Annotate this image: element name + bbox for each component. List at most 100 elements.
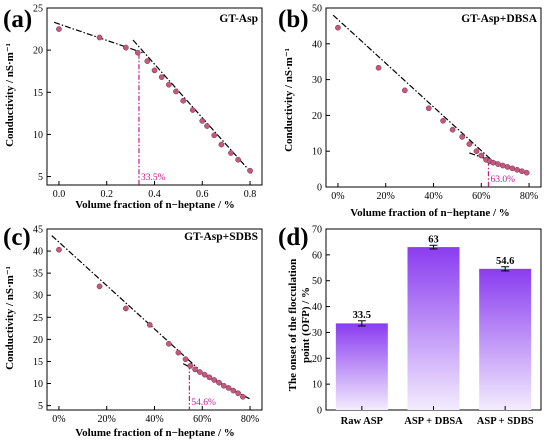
y-tick-label: 35 bbox=[33, 269, 43, 280]
data-point bbox=[440, 117, 446, 124]
y-tick-label: 10 bbox=[312, 147, 322, 158]
panel-c-title: GT-Asp+SDBS bbox=[184, 231, 258, 243]
y-tick-label: 45 bbox=[33, 225, 43, 236]
panel-b: (b) GT-Asp+DBSA Volume fraction of n−hep… bbox=[278, 4, 542, 219]
panel-b-xlabel: Volume fraction of n−heptane / % bbox=[350, 207, 510, 219]
x-tick-label: 0.6 bbox=[196, 189, 209, 200]
data-point bbox=[175, 349, 182, 356]
panel-c-ylabel: Conductivity / nS·m⁻¹ bbox=[4, 266, 16, 370]
x-tick-label: 80% bbox=[520, 191, 538, 202]
data-point bbox=[96, 283, 103, 290]
panel-d-plot: 0 10 20 30 40 50 60 70 33.5 Raw ASP 63 ASP + DBSA 54… bbox=[312, 225, 542, 427]
panel-a-xlabel: Volume fraction of n−heptane / % bbox=[75, 199, 235, 211]
data-point bbox=[509, 165, 516, 172]
panel-d-letter: (d) bbox=[278, 224, 309, 251]
fit-line bbox=[51, 235, 198, 369]
panel-b-ylabel: Conductivity / nS·m⁻¹ bbox=[283, 48, 295, 152]
data-point bbox=[211, 377, 218, 383]
y-tick-label: 20 bbox=[312, 354, 322, 365]
panel-b-letter: (b) bbox=[278, 6, 309, 33]
y-tick-label: 0 bbox=[317, 406, 322, 417]
panel-a-letter: (a) bbox=[3, 6, 32, 33]
data-point bbox=[211, 132, 218, 139]
data-point bbox=[206, 374, 213, 381]
data-point bbox=[187, 363, 194, 369]
data-point bbox=[240, 393, 246, 400]
data-point bbox=[449, 126, 456, 133]
data-point bbox=[122, 44, 129, 51]
data-point bbox=[504, 164, 511, 170]
data-point bbox=[134, 49, 141, 56]
y-tick-label: 40 bbox=[312, 39, 322, 50]
x-tick-label: 0.2 bbox=[100, 189, 113, 200]
data-point bbox=[201, 371, 208, 378]
data-point bbox=[165, 340, 172, 347]
x-category-label: ASP + SDBS bbox=[477, 416, 534, 427]
x-category-label: ASP + DBSA bbox=[404, 416, 463, 427]
panel-b-title: GT-Asp+DBSA bbox=[461, 13, 537, 25]
bar-value-label: 33.5 bbox=[353, 310, 371, 321]
bar bbox=[479, 268, 532, 410]
x-tick-label: 40% bbox=[145, 414, 163, 425]
panel-b-plot: 0% 20% 40% 60% 80% 0 10 20 30 40 50 63.0% bbox=[312, 4, 542, 202]
data-point bbox=[235, 156, 241, 163]
data-point bbox=[466, 141, 473, 147]
data-point bbox=[478, 152, 485, 159]
flocculation-marker-label: 63.0% bbox=[490, 175, 515, 185]
y-tick-label: 15 bbox=[33, 357, 43, 368]
x-tick-label: 0% bbox=[52, 414, 65, 425]
data-point bbox=[122, 305, 129, 312]
flocculation-marker-label: 33.5% bbox=[141, 173, 166, 183]
data-point bbox=[230, 387, 237, 394]
data-point bbox=[216, 379, 222, 386]
data-point bbox=[158, 74, 165, 80]
bar-value-label: 63 bbox=[428, 234, 439, 245]
x-tick-label: 60% bbox=[193, 414, 211, 425]
x-tick-label: 60% bbox=[472, 191, 490, 202]
plot-frame bbox=[46, 7, 263, 186]
panel-c-xlabel: Volume fraction of n−heptane / % bbox=[75, 427, 235, 439]
bar-value-label: 54.6 bbox=[496, 256, 514, 267]
data-point bbox=[225, 385, 232, 391]
y-tick-label: 10 bbox=[33, 130, 43, 141]
panel-d-ylabel-line1: The onset of the flocculation bbox=[287, 259, 299, 392]
data-point bbox=[425, 105, 432, 112]
y-tick-label: 60 bbox=[312, 250, 322, 261]
plot-frame bbox=[46, 228, 263, 411]
data-point bbox=[189, 107, 196, 113]
panel-c: (c) GT-Asp+SDBS Volume fraction of n−hep… bbox=[3, 224, 263, 439]
data-point bbox=[247, 167, 253, 174]
y-tick-label: 70 bbox=[312, 225, 322, 236]
data-point bbox=[197, 369, 203, 375]
y-tick-label: 5 bbox=[38, 172, 43, 183]
x-tick-label: 0% bbox=[331, 191, 344, 202]
data-point bbox=[192, 366, 198, 373]
data-point bbox=[459, 134, 466, 140]
y-tick-label: 30 bbox=[33, 291, 43, 302]
data-point bbox=[499, 162, 506, 169]
y-tick-label: 50 bbox=[312, 4, 322, 15]
data-point bbox=[173, 88, 179, 95]
panel-c-plot: 0% 20% 40% 60% 80% 5 10 15 20 25 30 35 40 45 54.6% bbox=[33, 225, 263, 425]
y-tick-label: 50 bbox=[312, 276, 322, 287]
data-point bbox=[56, 246, 62, 253]
y-tick-label: 30 bbox=[312, 328, 322, 339]
data-point bbox=[523, 169, 530, 176]
x-tick-label: 20% bbox=[98, 414, 116, 425]
y-tick-label: 5 bbox=[38, 401, 43, 412]
bar bbox=[407, 247, 460, 410]
fit-line bbox=[332, 14, 497, 165]
flocculation-marker-label: 54.6% bbox=[191, 398, 216, 408]
data-point bbox=[151, 67, 158, 74]
data-point bbox=[165, 81, 172, 88]
x-tick-label: 40% bbox=[424, 191, 442, 202]
data-point bbox=[96, 34, 103, 41]
y-tick-label: 10 bbox=[33, 379, 43, 390]
data-point bbox=[199, 118, 206, 124]
fit-line bbox=[132, 39, 253, 175]
data-point bbox=[401, 87, 408, 94]
data-point bbox=[56, 26, 62, 32]
x-tick-label: 20% bbox=[377, 191, 395, 202]
data-point bbox=[180, 97, 187, 104]
